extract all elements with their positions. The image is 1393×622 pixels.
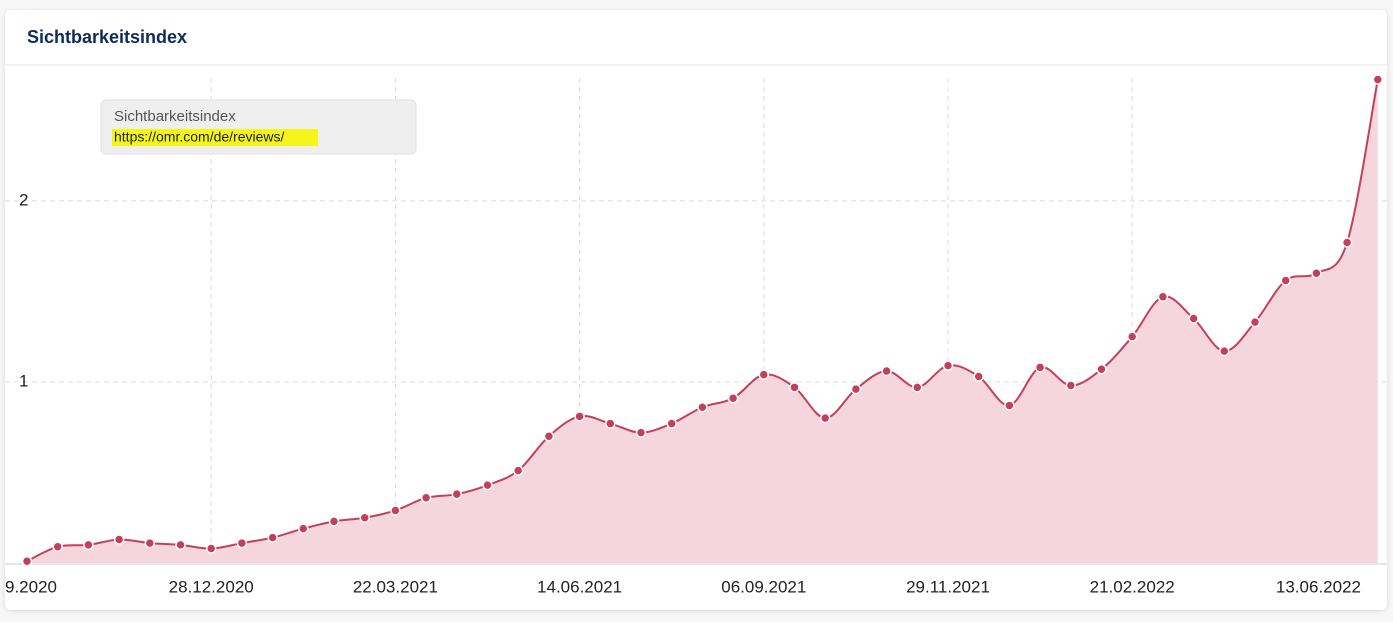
y-tick-label: 2	[19, 190, 28, 209]
point	[819, 412, 831, 424]
point	[574, 411, 585, 422]
point	[1188, 313, 1199, 324]
point	[512, 465, 524, 476]
x-tick-label: 9.2020	[5, 577, 57, 596]
point	[267, 532, 278, 543]
point	[1219, 345, 1230, 357]
point	[236, 537, 248, 549]
point	[1096, 363, 1107, 375]
point	[973, 371, 984, 382]
point	[113, 534, 125, 545]
point	[1249, 316, 1261, 328]
point	[1280, 275, 1291, 286]
point	[543, 430, 555, 442]
point	[1065, 380, 1077, 391]
point	[1034, 362, 1046, 373]
point	[727, 392, 739, 404]
point	[850, 383, 862, 395]
point	[205, 543, 217, 554]
point	[1341, 237, 1353, 248]
x-tick-label: 28.12.2020	[169, 577, 254, 596]
point	[635, 427, 647, 438]
point	[789, 382, 800, 393]
point	[390, 505, 401, 516]
card-title: Sichtbarkeitsindex	[27, 27, 187, 47]
x-tick-label: 13.06.2022	[1276, 577, 1361, 596]
point	[1372, 74, 1384, 85]
point	[881, 365, 892, 377]
x-tick-label: 21.02.2022	[1090, 577, 1175, 596]
point	[697, 402, 708, 413]
legend-entry[interactable]: https://omr.com/de/reviews/	[114, 129, 285, 145]
point	[1126, 331, 1138, 342]
point	[912, 382, 923, 393]
point	[144, 537, 156, 549]
point	[1311, 268, 1322, 279]
point	[1004, 400, 1015, 411]
point	[21, 555, 33, 567]
point	[52, 541, 63, 552]
point	[298, 523, 309, 534]
point	[942, 360, 954, 371]
point	[420, 492, 432, 504]
legend-highlight	[112, 129, 318, 146]
legend-title: Sichtbarkeitsindex	[114, 108, 236, 125]
x-tick-label: 14.06.2021	[537, 577, 622, 596]
point	[758, 369, 770, 380]
y-tick-label: 1	[19, 371, 28, 390]
point	[328, 516, 340, 527]
point	[482, 479, 493, 491]
point	[175, 539, 186, 551]
plot: 1 2 9.2020 28.12.2020 22.03.2021 14.06.2021 06…	[5, 74, 1387, 596]
point	[359, 512, 370, 523]
point	[1157, 291, 1169, 303]
x-tick-label: 29.11.2021	[906, 577, 990, 596]
point	[666, 418, 677, 429]
point	[605, 418, 616, 429]
area	[27, 79, 1378, 563]
point	[83, 539, 94, 551]
x-tick-label: 06.09.2021	[721, 577, 806, 596]
point	[451, 488, 463, 500]
x-tick-label: 22.03.2021	[353, 577, 438, 596]
